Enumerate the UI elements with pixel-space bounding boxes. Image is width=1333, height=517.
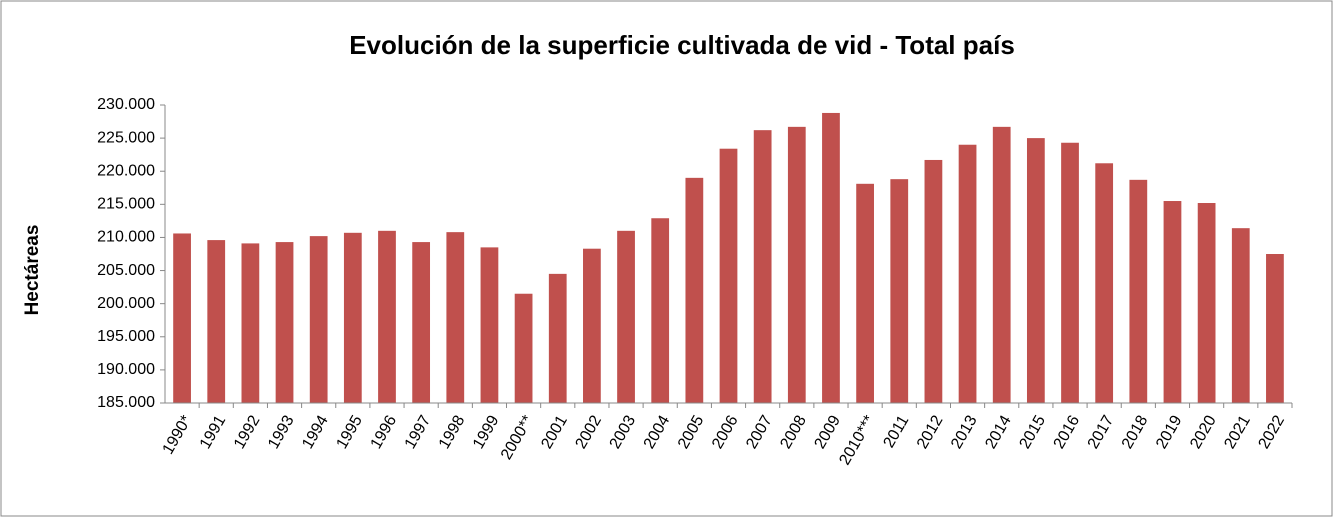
bar <box>275 242 294 403</box>
bar <box>583 248 601 403</box>
bar <box>992 126 1011 403</box>
y-tick-label: 225.000 <box>97 129 155 146</box>
bar <box>514 293 533 403</box>
bar <box>548 273 567 403</box>
bar <box>241 243 260 403</box>
bar <box>1266 254 1284 403</box>
chart-title: Evolución de la superficie cultivada de … <box>349 30 1015 60</box>
bar <box>958 144 977 403</box>
bar <box>1061 142 1079 403</box>
bar <box>651 218 670 403</box>
bar <box>822 112 840 404</box>
bar <box>685 177 704 403</box>
bar <box>412 242 431 403</box>
y-axis-label: Hectáreas <box>22 225 43 316</box>
bar <box>1231 228 1250 403</box>
bar <box>309 236 328 403</box>
bar <box>173 233 191 403</box>
y-tick-label: 210.000 <box>97 229 155 246</box>
y-tick-label: 185.000 <box>97 394 155 411</box>
bar <box>446 232 465 403</box>
bar <box>1163 201 1182 403</box>
bar <box>1197 203 1216 403</box>
bar <box>207 240 226 403</box>
bar <box>890 179 909 403</box>
bar <box>343 232 362 403</box>
bar <box>480 247 499 403</box>
bar <box>787 126 806 403</box>
y-tick-label: 220.000 <box>97 162 155 179</box>
bar <box>753 130 772 404</box>
y-tick-label: 195.000 <box>97 328 155 345</box>
bar <box>856 183 874 403</box>
bar <box>1129 179 1148 403</box>
bar <box>1095 163 1114 403</box>
bar <box>378 230 396 403</box>
y-tick-label: 230.000 <box>97 96 155 113</box>
bar <box>1026 138 1045 403</box>
bar <box>924 159 943 403</box>
y-tick-label: 215.000 <box>97 196 155 213</box>
y-tick-label: 205.000 <box>97 262 155 279</box>
bar <box>617 230 635 403</box>
y-tick-label: 190.000 <box>97 361 155 378</box>
y-tick-label: 200.000 <box>97 295 155 312</box>
bar <box>719 148 738 403</box>
